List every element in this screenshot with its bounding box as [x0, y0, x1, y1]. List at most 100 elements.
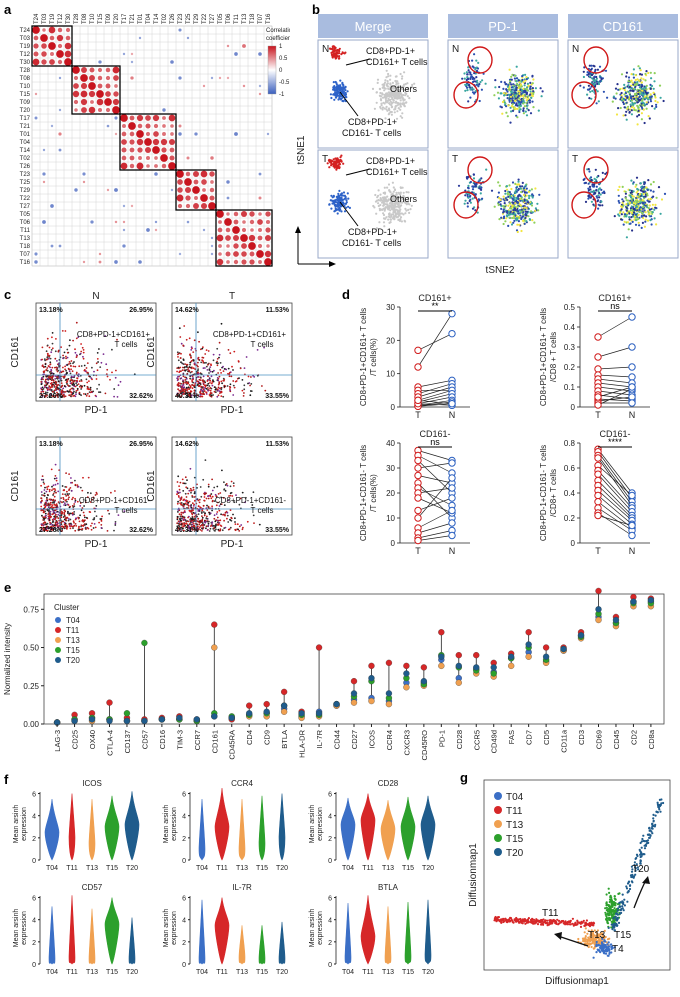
event-dot [71, 505, 74, 507]
col-label: T03 [42, 13, 48, 24]
event-dot [223, 379, 225, 382]
event-dot [210, 364, 213, 367]
cell-dot [334, 88, 338, 91]
event-dot [45, 529, 48, 532]
cell-dot [637, 113, 641, 117]
event-dot [182, 393, 185, 395]
corr-dot [234, 132, 238, 136]
cell-dot [343, 197, 346, 200]
cell-dot [517, 84, 520, 87]
event-dot [92, 527, 95, 529]
cell-dot [653, 80, 656, 83]
cell-dot [386, 186, 389, 189]
event-dot [69, 339, 71, 341]
cell-dot [380, 104, 383, 107]
event-dot [261, 385, 263, 387]
event-dot [220, 391, 223, 394]
cell-dot [507, 224, 510, 227]
corr-dot [34, 260, 38, 264]
event-dot [80, 509, 83, 512]
event-dot [98, 521, 100, 524]
event-dot [202, 375, 205, 378]
corr-dot [170, 188, 174, 192]
event-dot [80, 350, 83, 353]
row-label: T16 [20, 260, 31, 266]
event-dot [177, 382, 180, 384]
arrowhead [295, 226, 301, 233]
event-dot [226, 511, 229, 514]
event-dot [64, 504, 67, 507]
cell-dot [630, 79, 633, 82]
event-dot [47, 354, 49, 356]
cell-dot [337, 161, 341, 164]
row-label: T13 [20, 236, 31, 242]
event-dot [216, 364, 219, 367]
event-dot [84, 527, 87, 529]
cell-dot [510, 187, 513, 191]
cell-dot [632, 76, 635, 79]
corr-dot [64, 50, 72, 58]
event-dot [77, 527, 80, 529]
gate-circle [583, 46, 609, 74]
column-header-label: CD161 [603, 19, 643, 34]
cell-dot [515, 114, 518, 117]
cell-dot [590, 190, 593, 193]
event-dot [229, 509, 232, 511]
event-dot [49, 521, 51, 524]
corr-dot [194, 196, 198, 200]
cell-dot [649, 189, 652, 192]
event-dot [95, 505, 98, 507]
cell-dot [332, 164, 335, 167]
cell-dot [469, 77, 472, 80]
corr-dot [58, 132, 62, 136]
event-dot [62, 498, 65, 501]
event-dot [232, 482, 235, 485]
event-dot [46, 344, 49, 347]
event-dot [83, 514, 86, 517]
cell-dot [498, 196, 501, 200]
event-dot [217, 372, 220, 374]
event-dot [184, 363, 187, 365]
cell-dot [515, 229, 519, 232]
cell-dot [493, 94, 496, 97]
cell-dot [629, 199, 632, 202]
cell-dot [387, 206, 390, 209]
event-dot [44, 523, 47, 526]
event-dot [41, 509, 44, 511]
cell-dot [635, 82, 638, 86]
event-dot [226, 517, 228, 520]
event-dot [228, 385, 231, 388]
event-dot [68, 493, 70, 495]
cell-dot [591, 183, 594, 186]
cell-dot [624, 197, 627, 200]
cell-dot [376, 78, 380, 81]
cell-dot [508, 98, 511, 102]
cell-dot [523, 105, 526, 108]
cell-dot [648, 117, 651, 120]
event-dot [226, 484, 229, 487]
event-dot [74, 365, 77, 368]
cell-dot [636, 81, 639, 84]
cell-dot [645, 186, 648, 189]
cell-dot [373, 107, 376, 110]
cell-dot [631, 194, 634, 197]
corr-dot [154, 156, 158, 160]
cell-dot [407, 191, 410, 194]
corr-dot [232, 234, 240, 242]
event-dot [56, 360, 58, 362]
event-dot [64, 330, 67, 332]
tsne-row-label: N [452, 44, 459, 55]
cell-dot [520, 210, 523, 213]
cell-dot [386, 93, 389, 96]
corr-dot [154, 164, 158, 168]
event-dot [117, 514, 120, 516]
corr-dot [216, 258, 224, 266]
cell-dot [644, 72, 647, 75]
event-dot [192, 511, 195, 514]
quadrant-ll: 27.26% [39, 393, 64, 400]
event-dot [243, 388, 246, 391]
event-dot [211, 489, 214, 492]
cell-dot [630, 179, 633, 182]
cell-dot [375, 212, 378, 215]
cell-dot [635, 176, 639, 179]
